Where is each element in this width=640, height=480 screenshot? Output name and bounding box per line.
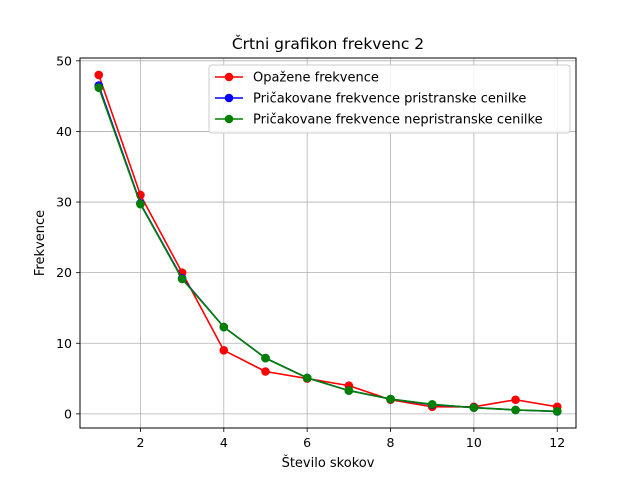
x-axis-title: Število skokov <box>282 455 375 471</box>
legend: Opažene frekvence Pričakovane frekvence p… <box>208 64 571 134</box>
legend-entry-2: Pričakovane frekvence pristranske cenilk… <box>215 92 526 107</box>
y-tick-label: 0 <box>64 406 72 421</box>
legend-label: Opažene frekvence <box>253 71 379 86</box>
data-point <box>427 400 437 409</box>
x-axis-ticks: 2 4 6 8 10 12 <box>136 428 565 450</box>
plot-frame <box>79 57 577 429</box>
y-axis-ticks: 0 10 20 30 40 50 <box>56 53 80 421</box>
data-point <box>94 70 104 80</box>
x-tick-label: 4 <box>220 435 228 450</box>
chart-title: Črtni grafikon frekvenc 2 <box>232 34 424 53</box>
x-tick-label: 10 <box>466 435 482 450</box>
y-tick-label: 50 <box>56 53 72 68</box>
legend-entry-1: Opažene frekvence <box>215 71 379 86</box>
data-point <box>136 199 145 209</box>
y-tick-label: 40 <box>56 124 72 139</box>
series-layer <box>94 70 562 416</box>
data-point <box>177 274 187 284</box>
data-point <box>302 373 312 383</box>
data-point <box>511 405 520 415</box>
x-tick-label: 2 <box>136 435 144 450</box>
y-tick-label: 30 <box>56 195 72 210</box>
legend-entry-3: Pričakovane frekvence nepristranske ceni… <box>215 113 543 128</box>
data-point <box>94 83 104 92</box>
data-point <box>261 367 270 376</box>
y-axis-title: Frekvence <box>33 210 48 276</box>
data-point <box>386 394 395 404</box>
x-tick-label: 8 <box>387 435 395 450</box>
data-point <box>219 346 229 355</box>
x-tick-label: 12 <box>549 435 565 450</box>
legend-entries: Opažene frekvence Pričakovane frekvence p… <box>215 71 543 128</box>
legend-marker <box>224 72 234 82</box>
data-point <box>219 322 229 332</box>
y-tick-label: 10 <box>56 336 72 351</box>
data-point <box>261 353 270 363</box>
series-3 <box>94 83 562 416</box>
x-tick-label: 6 <box>303 435 311 450</box>
legend-marker <box>224 93 234 103</box>
data-point <box>469 403 479 413</box>
data-point <box>552 407 562 416</box>
series-line <box>98 74 558 408</box>
legend-marker <box>224 114 234 124</box>
legend-label: Pričakovane frekvence nepristranske ceni… <box>253 113 543 128</box>
series-line <box>98 87 558 413</box>
legend-label: Pričakovane frekvence pristranske cenilk… <box>253 92 526 107</box>
y-tick-label: 20 <box>56 265 72 280</box>
data-point <box>511 395 520 405</box>
legend-box <box>208 64 571 134</box>
data-point <box>344 386 354 395</box>
